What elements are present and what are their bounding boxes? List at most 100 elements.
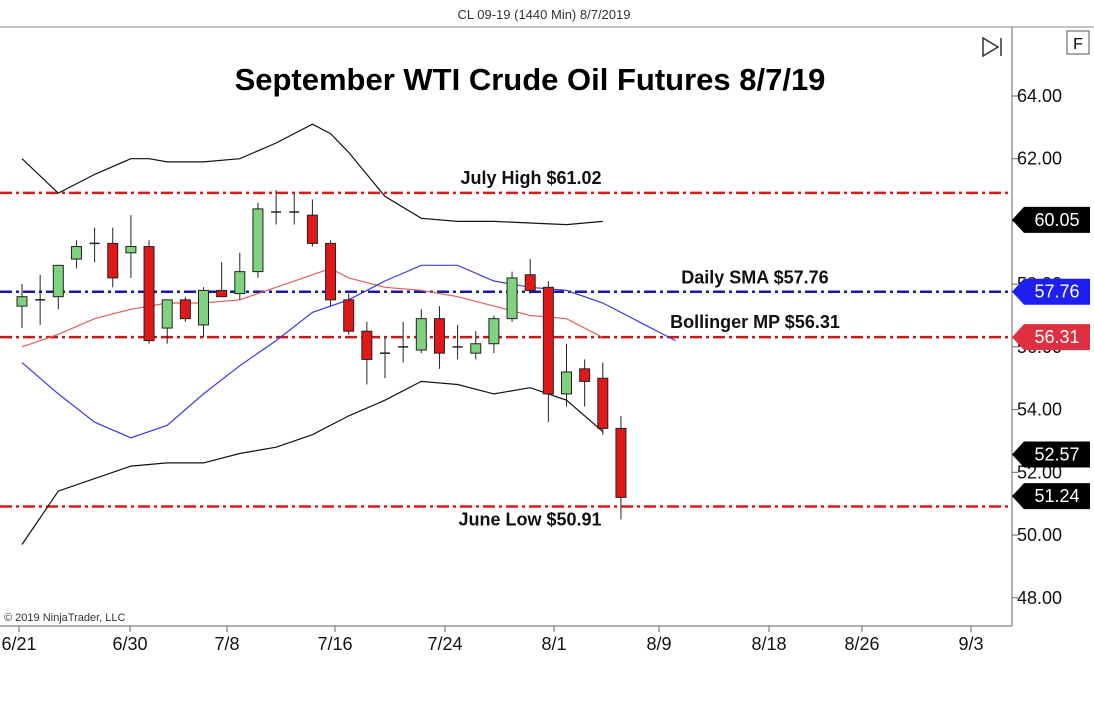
candle xyxy=(107,227,119,288)
candle xyxy=(597,362,609,435)
candle-body xyxy=(161,299,173,329)
candle-body xyxy=(70,246,82,260)
bollinger-mp-label: Bollinger MP $56.31 xyxy=(670,312,840,332)
candle xyxy=(470,331,482,360)
y-tick-label: 48.00 xyxy=(1017,588,1062,608)
candle xyxy=(161,299,173,344)
x-tick-label: 6/21 xyxy=(1,634,36,654)
candle xyxy=(52,264,64,310)
candle xyxy=(452,324,463,360)
candle xyxy=(433,306,445,369)
candle-body xyxy=(506,277,518,320)
daily-sma-tag-shape xyxy=(1012,278,1090,305)
upper-band-tag-shape xyxy=(1012,206,1090,233)
candle-body xyxy=(198,289,209,326)
candle xyxy=(488,315,500,354)
candle-body xyxy=(470,343,482,354)
f-button-label: F xyxy=(1073,36,1083,53)
candle xyxy=(398,321,409,363)
y-tick-label: 50.00 xyxy=(1017,525,1062,545)
upper-band-tag: 60.05 xyxy=(1012,206,1090,233)
y-tick-label: 54.00 xyxy=(1017,400,1062,420)
x-tick-label: 7/16 xyxy=(317,634,352,654)
candle xyxy=(216,262,228,298)
june-low-label: June Low $50.91 xyxy=(458,510,601,530)
candle xyxy=(325,240,337,307)
candle-body xyxy=(415,318,427,351)
candle xyxy=(143,240,155,344)
x-axis-labels: 6/21 6/30 7/8 7/16 7/24 8/1 8/9 8/18 8/26 9/3 xyxy=(1,634,983,654)
copyright-notice: © 2019 NinjaTrader, LLC xyxy=(4,612,125,624)
x-tick-label: 6/30 xyxy=(112,634,147,654)
candle-body xyxy=(234,271,246,295)
candle-body xyxy=(542,286,554,395)
bollinger-lower-line xyxy=(21,380,604,545)
y-tick-label: 62.00 xyxy=(1017,149,1062,169)
bollinger-middle-line xyxy=(21,267,604,348)
f-button[interactable]: F xyxy=(1066,30,1090,55)
bollinger-mp-tag-label: 56.31 xyxy=(1034,327,1079,347)
candle-body xyxy=(579,368,591,382)
candle-body xyxy=(252,208,264,273)
scroll-to-end-icon[interactable] xyxy=(982,36,1002,58)
candle-body xyxy=(343,299,355,332)
lower-band-tag-shape xyxy=(1012,441,1090,468)
x-axis-ticks xyxy=(18,626,972,632)
bollinger-upper-line xyxy=(21,123,603,226)
upper-band-tag-label: 60.05 xyxy=(1034,210,1079,230)
candle-body xyxy=(16,296,28,307)
candle xyxy=(561,343,572,407)
daily-sma-tag-label: 57.76 xyxy=(1034,282,1079,302)
daily-sma-tag: 57.76 xyxy=(1012,278,1090,305)
lower-band-tag: 52.57 xyxy=(1012,441,1090,468)
candle-body xyxy=(143,246,155,342)
candle xyxy=(343,293,355,335)
candle xyxy=(506,271,518,322)
daily-sma-label: Daily SMA $57.76 xyxy=(681,268,828,288)
candle xyxy=(198,287,209,338)
x-tick-label: 7/24 xyxy=(427,634,462,654)
candle xyxy=(524,259,536,294)
candle xyxy=(289,193,300,225)
candle xyxy=(89,227,100,263)
candle-body xyxy=(433,318,445,354)
candle-body xyxy=(361,330,373,360)
x-tick-label: 8/18 xyxy=(751,634,786,654)
horizontal-levels xyxy=(0,191,1012,508)
candle xyxy=(252,202,264,278)
candle xyxy=(16,284,28,329)
candle xyxy=(306,199,318,247)
candle xyxy=(35,274,46,325)
x-tick-label: 9/3 xyxy=(958,634,983,654)
candle xyxy=(70,240,82,269)
candle xyxy=(361,321,373,385)
x-tick-label: 8/9 xyxy=(646,634,671,654)
candle-body xyxy=(52,264,64,298)
candle-body xyxy=(107,242,119,279)
candle-body xyxy=(125,246,137,254)
candle xyxy=(615,415,627,520)
x-tick-label: 7/8 xyxy=(214,634,239,654)
candle xyxy=(125,215,137,278)
candle xyxy=(579,359,591,407)
candle-body xyxy=(524,274,536,291)
july-high-label: July High $61.02 xyxy=(460,168,601,188)
candle xyxy=(542,281,554,423)
candle xyxy=(179,296,191,322)
candle-body xyxy=(216,289,228,298)
candle-body xyxy=(488,318,500,345)
candle-body xyxy=(597,377,609,429)
chart-title: September WTI Crude Oil Futures 8/7/19 xyxy=(235,62,826,97)
lower-band-tag-label: 52.57 xyxy=(1034,444,1079,464)
candlesticks xyxy=(16,190,627,520)
y-tick-label: 64.00 xyxy=(1017,86,1062,106)
candle-body xyxy=(561,371,572,395)
candle-body xyxy=(325,242,337,301)
instrument-header: CL 09-19 (1440 Min) 8/7/2019 xyxy=(458,7,631,22)
x-tick-label: 8/26 xyxy=(844,634,879,654)
last-price-tag-label: 51.24 xyxy=(1034,486,1079,506)
price-tags: 57.76 56.31 60.05 52.57 51.24 xyxy=(1012,206,1090,510)
candle-body xyxy=(306,214,318,244)
candle xyxy=(271,190,282,225)
